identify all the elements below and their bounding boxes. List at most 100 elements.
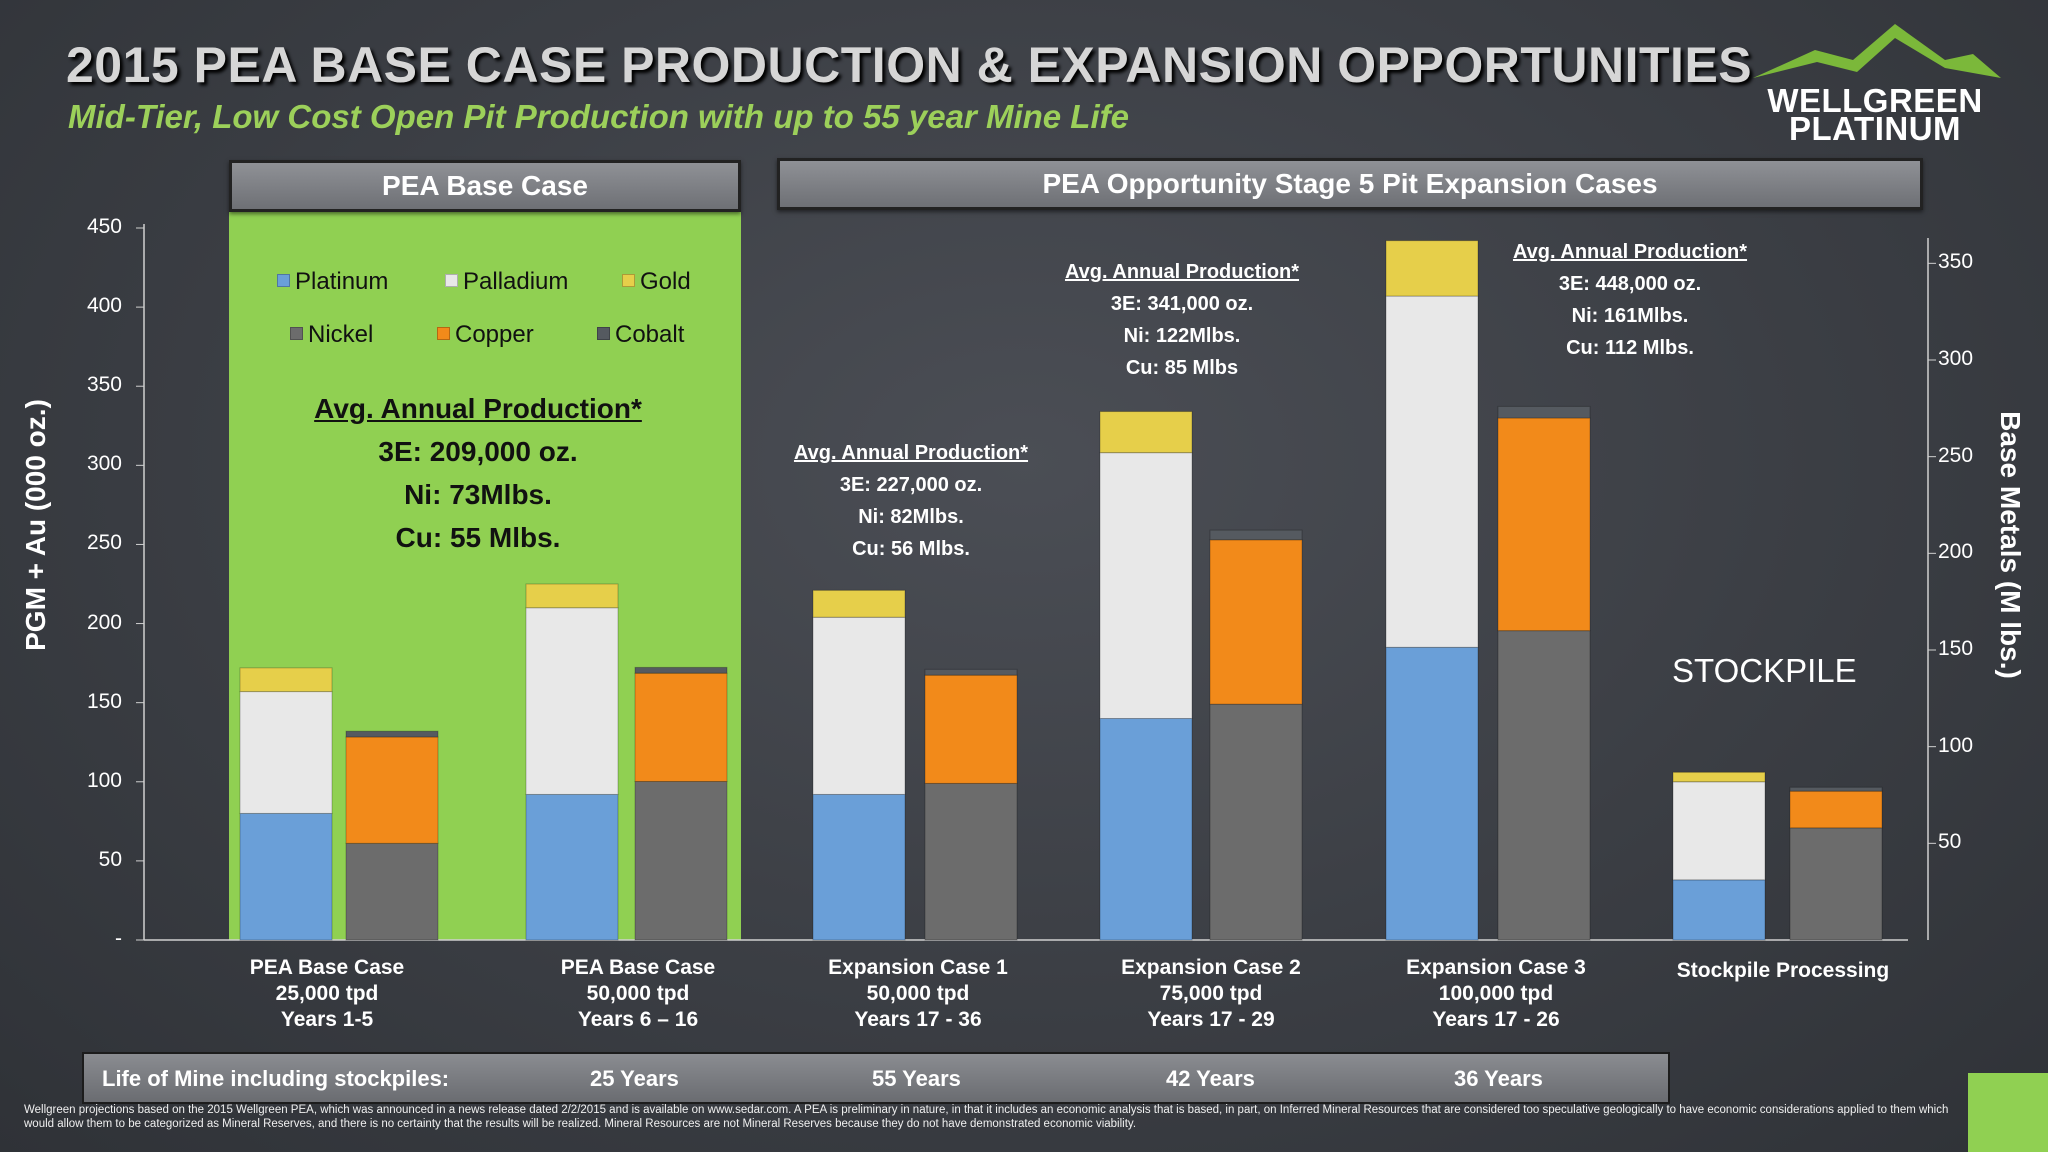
base-metal-bar-copper-1 [634,672,728,782]
annotation-cu: Cu: 85 Mlbs [1125,357,1239,379]
y-tick-left: 450 [86,215,122,238]
pgm-bar-platinum-1 [525,793,619,941]
base-metal-bar-cobalt-1 [634,666,728,674]
base-metal-bar-copper-4 [1497,417,1591,632]
pgm-bar-palladium-3 [1099,452,1193,719]
legend-swatch [437,327,450,340]
logo-line-1: WELLGREEN [1767,82,1983,119]
legend-swatch [290,327,303,340]
mountain-icon [1753,24,2001,78]
base-metal-bar-copper-2 [924,674,1018,784]
life-of-mine-value: 36 Years [1454,1066,1543,1091]
y-tick-left: 50 [98,847,122,871]
pgm-bar-gold-3 [1099,411,1193,454]
logo-line-2: PLATINUM [1788,110,1962,147]
category-label-stockpile: Stockpile Processing [1676,959,1890,982]
y-tick-right: 250 [1938,443,1974,467]
expansion-header: PEA Opportunity Stage 5 Pit Expansion Ca… [777,158,1923,210]
pgm-bar-gold-1 [525,583,619,609]
legend-label: Cobalt [615,321,685,348]
base-metal-bar-nickel-5 [1789,827,1883,941]
y-tick-right: 350 [1938,250,1974,274]
y-tick-left: 350 [86,373,122,397]
y-tick-left: 400 [86,294,122,318]
life-of-mine-bar: Life of Mine including stockpiles: 25 Ye… [82,1052,1670,1104]
pgm-bar-platinum-2 [812,793,906,941]
category-label-base-50k: PEA Base Case 50,000 tpd Years 6 – 16 [560,956,716,1031]
life-of-mine-label: Life of Mine including stockpiles: [102,1066,450,1091]
life-of-mine-value: 42 Years [1166,1066,1255,1091]
annotation-ni: Ni: 82Mlbs. [858,506,964,528]
annotation-ni: Ni: 73Mlbs. [404,479,552,510]
annotation-heading: Avg. Annual Production* [1512,241,1748,263]
annotation-3e: 3E: 448,000 oz. [1558,273,1702,295]
pgm-bar-palladium-2 [812,616,906,795]
category-label-expansion-3: Expansion Case 3 100,000 tpd Years 17 - … [1406,956,1586,1031]
y-tick-left: 300 [86,452,122,476]
legend-item-nickel: Nickel [290,321,373,349]
legend-swatch [277,274,290,287]
legend-item-platinum: Platinum [277,268,388,296]
pgm-bar-palladium-4 [1385,295,1479,648]
y-tick-right: 100 [1938,733,1974,757]
base-metal-bar-nickel-0 [345,842,439,941]
annotation-base-case: Avg. Annual Production* 3E: 209,000 oz. … [314,387,642,559]
base-metal-bar-cobalt-2 [924,668,1018,676]
annotation-heading: Avg. Annual Production* [793,442,1029,464]
page-subtitle: Mid-Tier, Low Cost Open Pit Production w… [68,98,1129,135]
annotation-expansion-2: Avg. Annual Production* 3E: 341,000 oz. … [1065,256,1299,384]
pgm-bar-gold-5 [1672,771,1766,783]
y-tick-right: 300 [1938,347,1974,370]
pgm-bar-palladium-5 [1672,781,1766,881]
base-metal-bar-copper-3 [1209,539,1303,705]
legend-label: Copper [455,321,534,348]
y-tick-left: - [115,927,122,950]
y-tick-right: 150 [1938,637,1974,660]
annotation-cu: Cu: 112 Mlbs. [1566,337,1694,359]
legend-label: Nickel [308,321,374,348]
annotation-3e: 3E: 209,000 oz. [378,436,578,467]
pgm-bar-gold-4 [1385,240,1479,297]
legend-item-palladium: Palladium [445,268,568,296]
page-title: 2015 PEA BASE CASE PRODUCTION & EXPANSIO… [66,37,1753,93]
base-metal-bar-nickel-3 [1209,703,1303,941]
pgm-bar-gold-0 [239,667,333,693]
base-metal-bar-nickel-2 [924,782,1018,941]
y-tick-left: 150 [86,689,122,713]
category-label-base-25k: PEA Base Case 25,000 tpd Years 1-5 [249,956,405,1031]
base-metal-bar-cobalt-0 [345,730,439,738]
annotation-expansion-1: Avg. Annual Production* 3E: 227,000 oz. … [794,437,1028,565]
annotation-ni: Ni: 161Mlbs. [1571,305,1689,327]
annotation-3e: 3E: 227,000 oz. [839,474,983,496]
pgm-bar-platinum-0 [239,812,333,941]
corner-accent [1968,1073,2048,1152]
legend-item-cobalt: Cobalt [597,321,684,349]
life-of-mine-value: 55 Years [872,1066,961,1091]
annotation-ni: Ni: 122Mlbs. [1123,325,1241,347]
legend-item-gold: Gold [622,268,691,296]
y-tick-left: 250 [86,531,122,555]
stockpile-label: STOCKPILE [1672,652,1857,689]
base-metal-bar-copper-0 [345,736,439,844]
base-metal-bar-cobalt-3 [1209,529,1303,541]
pgm-bar-palladium-0 [239,691,333,814]
base-metal-bar-copper-5 [1789,790,1883,829]
legend-swatch [597,327,610,340]
footnote: Wellgreen projections based on the 2015 … [24,1104,1949,1130]
company-logo: WELLGREEN PLATINUM [1745,20,2005,150]
legend-swatch [445,274,458,287]
legend-label: Platinum [295,268,389,295]
annotation-heading: Avg. Annual Production* [314,393,642,424]
base-metal-bar-nickel-1 [634,780,728,941]
legend-swatch [622,274,635,287]
base-metal-bar-nickel-4 [1497,630,1591,941]
life-of-mine-value: 25 Years [590,1066,679,1091]
annotation-cu: Cu: 55 Mlbs. [395,522,561,553]
annotation-3e: 3E: 341,000 oz. [1110,293,1254,315]
pgm-bar-platinum-3 [1099,717,1193,941]
category-label-expansion-2: Expansion Case 2 75,000 tpd Years 17 - 2… [1121,956,1301,1031]
pgm-bar-gold-2 [812,589,906,618]
annotation-cu: Cu: 56 Mlbs. [852,538,970,560]
y-tick-right: 200 [1938,540,1974,564]
